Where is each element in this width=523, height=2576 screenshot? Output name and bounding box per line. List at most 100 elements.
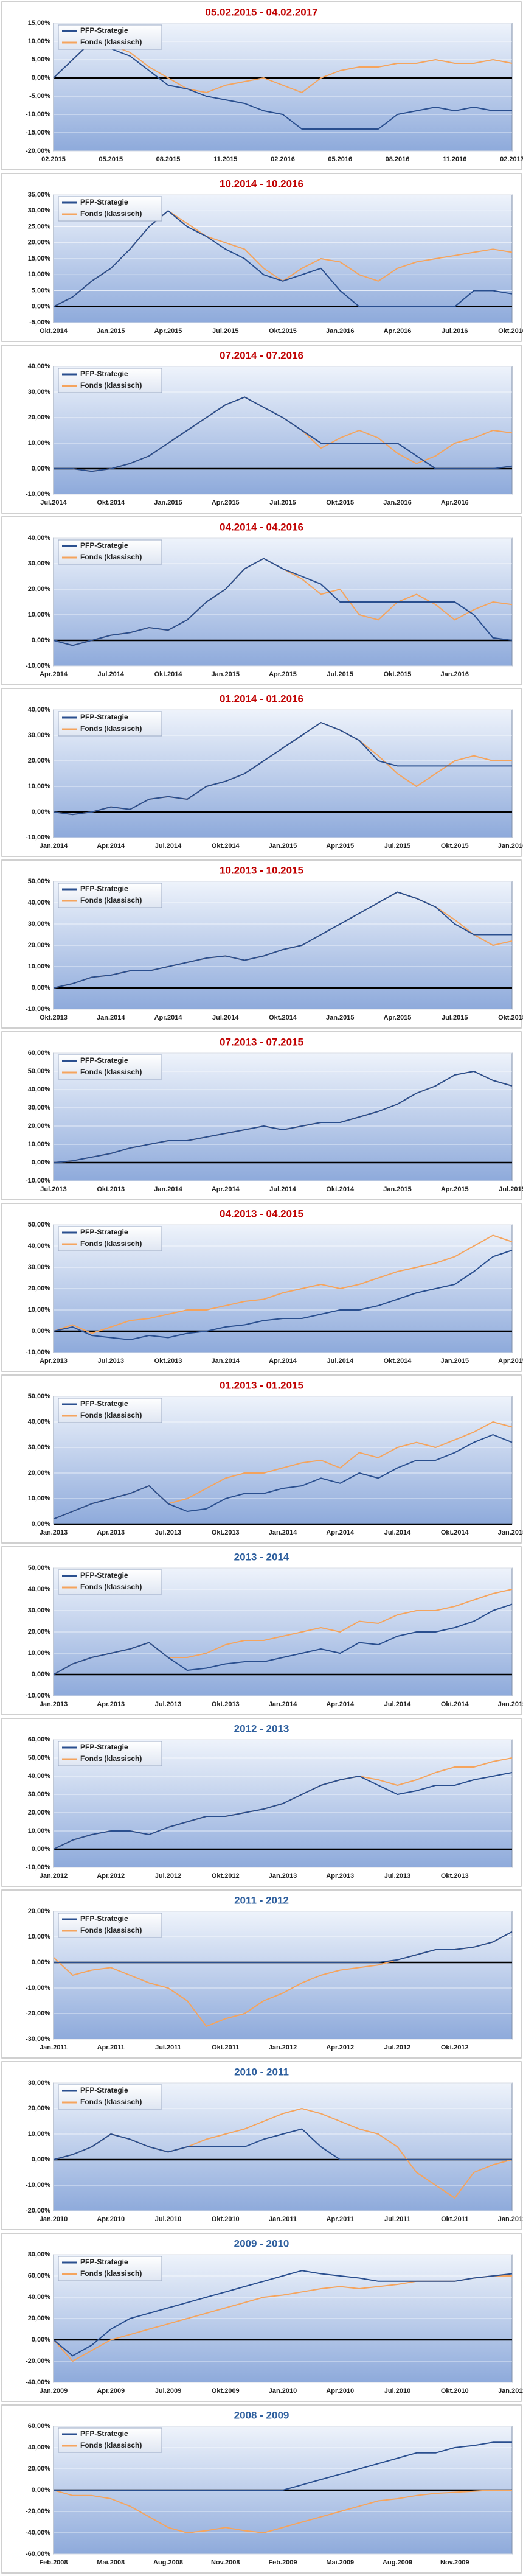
x-tick-label: Apr.2014 bbox=[326, 1701, 355, 1708]
x-tick-label: 05.2016 bbox=[328, 156, 352, 163]
y-tick-label: 30,00% bbox=[28, 388, 51, 396]
y-tick-label: 0,00% bbox=[32, 1846, 50, 1853]
y-tick-label: 40,00% bbox=[28, 2444, 51, 2451]
y-tick-label: 30,00% bbox=[28, 1791, 51, 1798]
y-tick-label: 10,00% bbox=[28, 1933, 51, 1941]
x-tick-label: 08.2015 bbox=[156, 156, 181, 163]
y-tick-label: 10,00% bbox=[28, 1827, 51, 1835]
y-tick-label: -60,00% bbox=[26, 2550, 50, 2558]
y-tick-label: -10,00% bbox=[26, 2182, 50, 2189]
x-tick-label: 11.2016 bbox=[443, 156, 466, 163]
x-tick-label: Jul.2010 bbox=[384, 2387, 410, 2395]
x-tick-label: Jul.2015 bbox=[384, 842, 410, 850]
x-tick-label: Jul.2014 bbox=[40, 499, 67, 506]
legend-label: Fonds (klassisch) bbox=[80, 1411, 142, 1419]
x-tick-label: Jan.2015 bbox=[498, 1701, 523, 1708]
x-tick-label: Okt.2013 bbox=[212, 1529, 240, 1536]
y-tick-label: 5,00% bbox=[32, 287, 50, 294]
x-tick-label: Apr.2009 bbox=[97, 2387, 125, 2395]
x-tick-label: Jan.2014 bbox=[154, 1186, 182, 1193]
y-tick-label: -15,00% bbox=[26, 129, 50, 136]
data-line bbox=[53, 1772, 513, 1850]
legend bbox=[58, 368, 162, 393]
x-tick-label: Jul.2011 bbox=[155, 2044, 181, 2051]
y-tick-label: 20,00% bbox=[28, 1469, 51, 1477]
x-tick-label: Okt.2013 bbox=[154, 1357, 182, 1365]
x-tick-label: Jul.2012 bbox=[384, 2044, 410, 2051]
x-tick-label: Okt.2011 bbox=[441, 2216, 468, 2223]
x-tick-label: Apr.2013 bbox=[326, 1872, 354, 1880]
legend-label: PFP-Strategie bbox=[80, 26, 128, 35]
x-tick-label: Apr.2013 bbox=[40, 1357, 68, 1365]
legend-label: PFP-Strategie bbox=[80, 369, 128, 378]
x-tick-label: Apr.2014 bbox=[40, 671, 68, 678]
legend bbox=[58, 196, 162, 222]
x-tick-label: Jul.2015 bbox=[327, 671, 353, 678]
y-tick-label: -10,00% bbox=[26, 491, 50, 498]
x-tick-label: Jan.2013 bbox=[40, 1701, 68, 1708]
x-tick-label: Jan.2016 bbox=[383, 499, 411, 506]
legend bbox=[58, 711, 162, 737]
y-tick-label: 15,00% bbox=[28, 19, 51, 27]
y-tick-label: -40,00% bbox=[26, 2379, 50, 2386]
chart-title: 10.2014 - 10.2016 bbox=[220, 178, 303, 189]
data-line bbox=[53, 41, 513, 93]
x-tick-label: Okt.2013 bbox=[97, 1186, 125, 1193]
y-tick-label: 20,00% bbox=[28, 586, 51, 593]
data-line bbox=[54, 1931, 513, 1963]
legend-label: Fonds (klassisch) bbox=[80, 1754, 142, 1763]
x-tick-label: 02.2016 bbox=[271, 156, 295, 163]
x-tick-label: Okt.2014 bbox=[384, 1357, 412, 1365]
y-tick-label: 40,00% bbox=[28, 1773, 51, 1780]
chart-title: 01.2014 - 01.2016 bbox=[220, 693, 303, 704]
x-tick-label: Jul.2010 bbox=[155, 2216, 181, 2223]
y-tick-label: 60,00% bbox=[28, 1049, 51, 1057]
x-tick-label: Jan.2015 bbox=[441, 1357, 469, 1365]
y-tick-label: 0,00% bbox=[32, 1159, 50, 1166]
legend-label: Fonds (klassisch) bbox=[80, 2441, 142, 2449]
x-tick-label: Jan.2012 bbox=[498, 2216, 523, 2223]
y-tick-label: 5,00% bbox=[32, 56, 50, 63]
y-tick-label: -30,00% bbox=[26, 2035, 50, 2043]
chart-title: 2011 - 2012 bbox=[234, 1894, 289, 1906]
y-tick-label: 20,00% bbox=[28, 239, 51, 247]
y-tick-label: 30,00% bbox=[28, 2079, 51, 2087]
chart-title: 10.2013 - 10.2015 bbox=[220, 864, 303, 876]
x-tick-label: Okt.2009 bbox=[212, 2387, 240, 2395]
y-tick-label: 0,00% bbox=[32, 984, 50, 992]
x-tick-label: Jul.2015 bbox=[212, 327, 238, 335]
chart-title: 2008 - 2009 bbox=[234, 2409, 289, 2421]
y-tick-label: 20,00% bbox=[28, 1285, 51, 1292]
x-tick-label: Okt.2013 bbox=[212, 1701, 240, 1708]
y-tick-label: 50,00% bbox=[28, 1564, 51, 1572]
y-tick-label: 10,00% bbox=[28, 783, 51, 790]
x-tick-label: Jan.2009 bbox=[40, 2387, 68, 2395]
legend bbox=[58, 1054, 162, 1080]
legend-label: PFP-Strategie bbox=[80, 1399, 128, 1408]
x-tick-label: Apr.2013 bbox=[97, 1529, 125, 1536]
x-tick-label: Okt.2014 bbox=[40, 327, 68, 335]
x-tick-label: Jul.2009 bbox=[155, 2387, 181, 2395]
data-line bbox=[53, 558, 513, 646]
legend bbox=[58, 2427, 162, 2453]
chart-title: 05.02.2015 - 04.02.2017 bbox=[205, 6, 317, 18]
y-tick-label: 40,00% bbox=[28, 363, 51, 370]
legend bbox=[58, 883, 162, 908]
x-tick-label: Apr.2015 bbox=[269, 671, 297, 678]
y-tick-label: 10,00% bbox=[28, 2130, 51, 2138]
x-tick-label: Apr.2012 bbox=[97, 1872, 125, 1880]
y-tick-label: 80,00% bbox=[28, 2251, 51, 2258]
y-tick-label: 0,00% bbox=[32, 465, 50, 472]
data-line bbox=[53, 1250, 513, 1340]
chart-title: 2013 - 2014 bbox=[234, 1551, 289, 1563]
x-tick-label: Jan.2012 bbox=[269, 2044, 297, 2051]
legend-label: PFP-Strategie bbox=[80, 1571, 128, 1580]
x-tick-label: Okt.2012 bbox=[441, 2044, 469, 2051]
y-tick-label: 60,00% bbox=[28, 1736, 51, 1743]
x-tick-label: 02.2015 bbox=[41, 156, 66, 163]
chart-title: 01.2013 - 01.2015 bbox=[220, 1379, 303, 1391]
x-tick-label: Apr.2010 bbox=[326, 2387, 354, 2395]
data-line bbox=[53, 1603, 513, 1675]
data-line bbox=[54, 396, 513, 472]
y-tick-label: -10,00% bbox=[26, 1349, 50, 1356]
